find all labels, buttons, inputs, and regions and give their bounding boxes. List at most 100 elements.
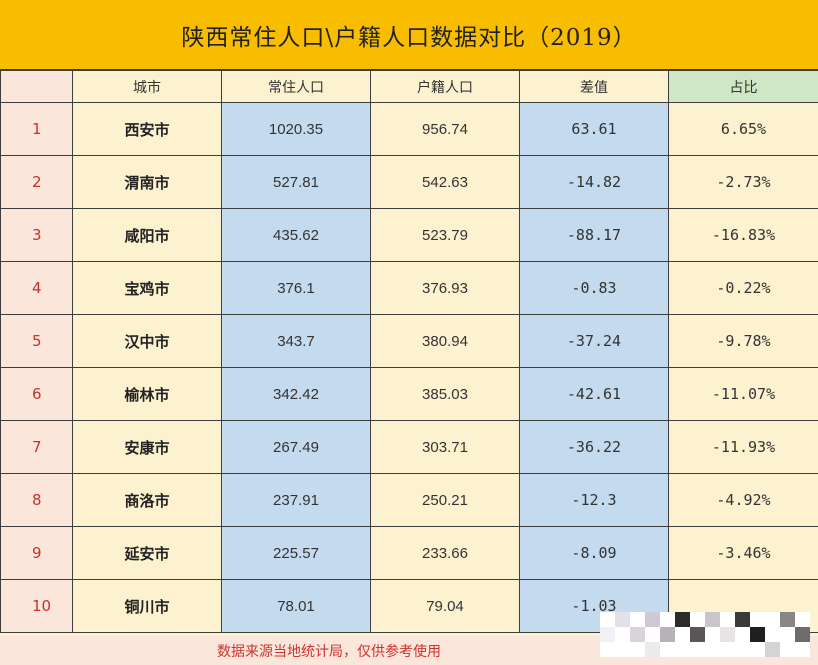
header-ratio: 占比 — [668, 70, 818, 103]
mosaic-tile — [795, 612, 810, 627]
resident-population: 435.62 — [221, 208, 371, 262]
resident-population: 1020.35 — [221, 102, 371, 156]
mosaic-tile — [705, 642, 720, 657]
row-index: 9 — [0, 526, 73, 580]
row-index: 6 — [0, 367, 73, 421]
household-population: 250.21 — [370, 473, 520, 527]
watermark-mosaic — [600, 612, 810, 657]
mosaic-tile — [600, 627, 615, 642]
resident-population: 342.42 — [221, 367, 371, 421]
table-row: 8 商洛市 237.91 250.21 -12.3 -4.92% — [0, 473, 818, 527]
row-index: 4 — [0, 261, 73, 315]
mosaic-tile — [750, 627, 765, 642]
difference-ratio: -9.78% — [668, 314, 818, 368]
city-name: 咸阳市 — [72, 208, 222, 262]
population-difference: -8.09 — [519, 526, 669, 580]
row-index: 10 — [0, 579, 73, 633]
resident-population: 343.7 — [221, 314, 371, 368]
mosaic-tile — [780, 642, 795, 657]
mosaic-tile — [780, 627, 795, 642]
resident-population: 376.1 — [221, 261, 371, 315]
mosaic-tile — [795, 642, 810, 657]
city-name: 安康市 — [72, 420, 222, 474]
header-diff: 差值 — [519, 70, 669, 103]
mosaic-tile — [690, 612, 705, 627]
mosaic-tile — [600, 612, 615, 627]
table-row: 9 延安市 225.57 233.66 -8.09 -3.46% — [0, 526, 818, 580]
table-row: 4 宝鸡市 376.1 376.93 -0.83 -0.22% — [0, 261, 818, 315]
resident-population: 237.91 — [221, 473, 371, 527]
household-population: 956.74 — [370, 102, 520, 156]
difference-ratio: 6.65% — [668, 102, 818, 156]
household-population: 542.63 — [370, 155, 520, 209]
table-title: 陕西常住人口\户籍人口数据对比（2019） — [0, 0, 818, 70]
population-table: 城市 常住人口 户籍人口 差值 占比 1 西安市 1020.35 956.74 63.6… — [0, 70, 818, 633]
difference-ratio: -11.93% — [668, 420, 818, 474]
resident-population: 527.81 — [221, 155, 371, 209]
mosaic-tile — [645, 612, 660, 627]
mosaic-tile — [645, 627, 660, 642]
household-population: 385.03 — [370, 367, 520, 421]
population-difference: -36.22 — [519, 420, 669, 474]
population-difference: -37.24 — [519, 314, 669, 368]
city-name: 宝鸡市 — [72, 261, 222, 315]
difference-ratio: -0.22% — [668, 261, 818, 315]
mosaic-tile — [795, 627, 810, 642]
mosaic-tile — [735, 642, 750, 657]
household-population: 79.04 — [370, 579, 520, 633]
mosaic-tile — [630, 627, 645, 642]
mosaic-tile — [660, 627, 675, 642]
header-city: 城市 — [72, 70, 222, 103]
mosaic-tile — [630, 612, 645, 627]
mosaic-tile — [660, 612, 675, 627]
mosaic-tile — [660, 642, 675, 657]
header-index — [0, 70, 73, 103]
mosaic-tile — [690, 642, 705, 657]
table-row: 7 安康市 267.49 303.71 -36.22 -11.93% — [0, 420, 818, 474]
row-index: 3 — [0, 208, 73, 262]
city-name: 延安市 — [72, 526, 222, 580]
resident-population: 78.01 — [221, 579, 371, 633]
table-row: 5 汉中市 343.7 380.94 -37.24 -9.78% — [0, 314, 818, 368]
mosaic-tile — [720, 642, 735, 657]
city-name: 汉中市 — [72, 314, 222, 368]
mosaic-tile — [615, 642, 630, 657]
mosaic-tile — [690, 627, 705, 642]
population-difference: -0.83 — [519, 261, 669, 315]
resident-population: 267.49 — [221, 420, 371, 474]
mosaic-tile — [735, 612, 750, 627]
mosaic-tile — [675, 627, 690, 642]
population-difference: 63.61 — [519, 102, 669, 156]
mosaic-tile — [615, 627, 630, 642]
mosaic-tile — [615, 612, 630, 627]
table-row: 1 西安市 1020.35 956.74 63.61 6.65% — [0, 102, 818, 156]
city-name: 榆林市 — [72, 367, 222, 421]
mosaic-tile — [780, 612, 795, 627]
resident-population: 225.57 — [221, 526, 371, 580]
row-index: 7 — [0, 420, 73, 474]
row-index: 5 — [0, 314, 73, 368]
mosaic-tile — [765, 627, 780, 642]
mosaic-tile — [750, 612, 765, 627]
household-population: 233.66 — [370, 526, 520, 580]
mosaic-tile — [675, 642, 690, 657]
header-household: 户籍人口 — [370, 70, 520, 103]
city-name: 商洛市 — [72, 473, 222, 527]
city-name: 铜川市 — [72, 579, 222, 633]
difference-ratio: -11.07% — [668, 367, 818, 421]
difference-ratio: -4.92% — [668, 473, 818, 527]
mosaic-tile — [735, 627, 750, 642]
table-row: 3 咸阳市 435.62 523.79 -88.17 -16.83% — [0, 208, 818, 262]
mosaic-tile — [720, 627, 735, 642]
difference-ratio: -16.83% — [668, 208, 818, 262]
header-resident: 常住人口 — [221, 70, 371, 103]
row-index: 8 — [0, 473, 73, 527]
row-index: 1 — [0, 102, 73, 156]
difference-ratio: -2.73% — [668, 155, 818, 209]
population-difference: -42.61 — [519, 367, 669, 421]
difference-ratio: -3.46% — [668, 526, 818, 580]
household-population: 303.71 — [370, 420, 520, 474]
population-difference: -88.17 — [519, 208, 669, 262]
mosaic-tile — [600, 642, 615, 657]
